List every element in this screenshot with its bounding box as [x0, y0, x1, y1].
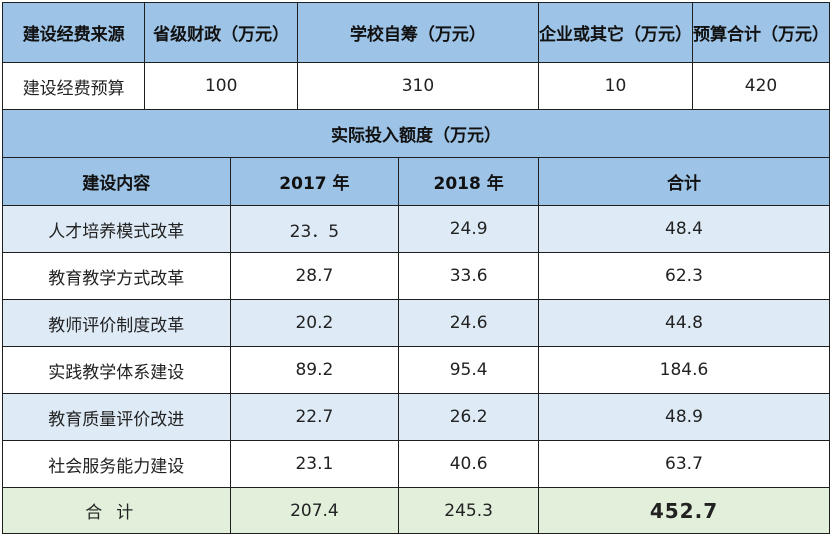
- table-row: 人才培养模式改革 23．5 24.9 48.4: [2, 205, 830, 253]
- header-funding-source: 建设经费来源: [1, 2, 146, 63]
- row-item: 教育质量评价改进: [2, 393, 231, 441]
- header-school: 学校自筹（万元）: [296, 2, 539, 63]
- row-2017: 20.2: [229, 299, 400, 347]
- row-item: 人才培养模式改革: [2, 205, 231, 253]
- row-2018: 40.6: [398, 440, 539, 488]
- row-total: 63.7: [537, 440, 830, 488]
- budget-row: 建设经费预算 100 310 10 420: [1, 62, 830, 110]
- header-enterprise: 企业或其它（万元）: [537, 2, 694, 63]
- row-total: 62.3: [537, 252, 830, 300]
- row-total: 48.4: [537, 205, 830, 253]
- row-item: 社会服务能力建设: [2, 440, 231, 488]
- budget-total-value: 420: [692, 62, 830, 110]
- row-2018: 33.6: [398, 252, 539, 300]
- row-item: 实践教学体系建设: [2, 346, 231, 394]
- budget-enterprise-value: 10: [537, 62, 694, 110]
- row-2017: 28.7: [229, 252, 400, 300]
- row-total: 44.8: [537, 299, 830, 347]
- row-2017: 22.7: [229, 393, 400, 441]
- header-2018: 2018 年: [398, 157, 539, 206]
- section-title: 实际投入额度（万元）: [2, 109, 830, 158]
- budget-provincial-value: 100: [144, 62, 298, 110]
- summary-2017: 207.4: [229, 487, 400, 534]
- header-content: 建设内容: [2, 157, 231, 206]
- summary-row: 合计 207.4 245.3 452.7: [2, 487, 830, 534]
- row-item: 教育教学方式改革: [2, 252, 231, 300]
- header-budget-total: 预算合计（万元）: [692, 2, 830, 63]
- table-row: 教师评价制度改革 20.2 24.6 44.8: [2, 299, 830, 347]
- row-2017: 23．5: [229, 205, 400, 253]
- header-2017: 2017 年: [229, 157, 400, 206]
- row-2018: 95.4: [398, 346, 539, 394]
- summary-total: 452.7: [537, 487, 830, 534]
- section-title-row: 实际投入额度（万元）: [2, 109, 830, 158]
- table-row: 社会服务能力建设 23.1 40.6 63.7: [2, 440, 830, 488]
- summary-2018: 245.3: [398, 487, 539, 534]
- actual-header-row: 建设内容 2017 年 2018 年 合计: [2, 157, 830, 206]
- budget-row-label: 建设经费预算: [1, 62, 146, 110]
- budget-header-row: 建设经费来源 省级财政（万元） 学校自筹（万元） 企业或其它（万元） 预算合计（…: [1, 2, 830, 63]
- row-total: 48.9: [537, 393, 830, 441]
- summary-label: 合计: [2, 487, 231, 534]
- table-row: 实践教学体系建设 89.2 95.4 184.6: [2, 346, 830, 394]
- header-provincial: 省级财政（万元）: [144, 2, 298, 63]
- row-2018: 24.9: [398, 205, 539, 253]
- row-2017: 89.2: [229, 346, 400, 394]
- table-row: 教育教学方式改革 28.7 33.6 62.3: [2, 252, 830, 300]
- table-row: 教育质量评价改进 22.7 26.2 48.9: [2, 393, 830, 441]
- budget-school-value: 310: [296, 62, 539, 110]
- row-2017: 23.1: [229, 440, 400, 488]
- row-total: 184.6: [537, 346, 830, 394]
- row-2018: 26.2: [398, 393, 539, 441]
- row-item: 教师评价制度改革: [2, 299, 231, 347]
- header-total: 合计: [537, 157, 830, 206]
- row-2018: 24.6: [398, 299, 539, 347]
